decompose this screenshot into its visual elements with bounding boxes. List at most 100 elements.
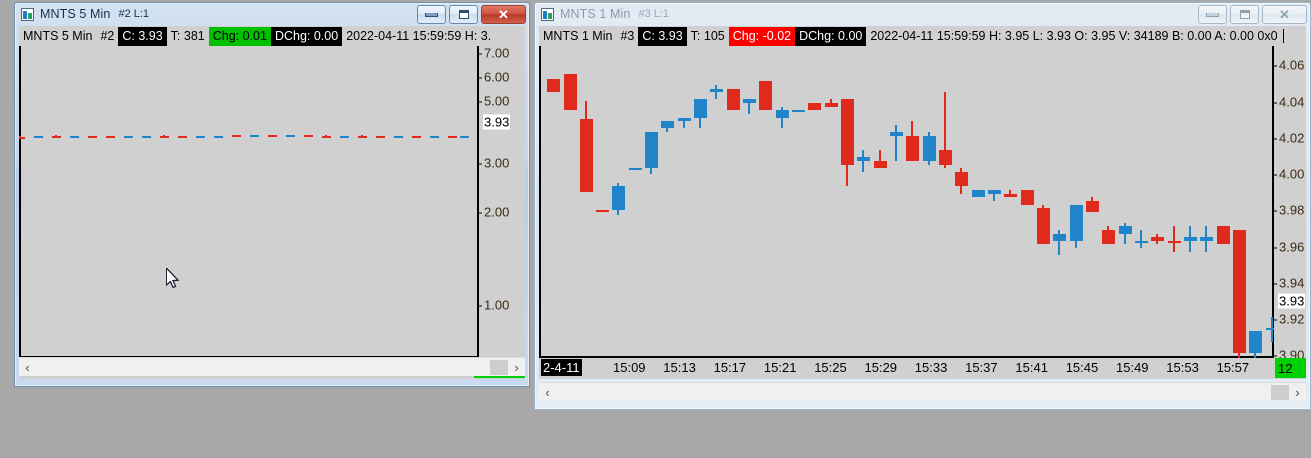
candle-wick bbox=[19, 136, 21, 138]
tick-mark bbox=[1274, 65, 1277, 67]
candle-body bbox=[693, 99, 707, 118]
scroll-track[interactable] bbox=[36, 359, 508, 376]
candle-wick bbox=[1140, 229, 1142, 248]
candlestick-series bbox=[19, 46, 477, 356]
window-title: MNTS 1 Min bbox=[560, 7, 631, 21]
tick-mark bbox=[479, 77, 482, 79]
chart-app-icon bbox=[21, 7, 34, 21]
price-tick-4: 3.98 bbox=[1274, 203, 1304, 218]
price-tick-2: 4.02 bbox=[1274, 131, 1304, 146]
candlestick bbox=[677, 117, 691, 129]
tick-mark bbox=[1274, 319, 1277, 321]
price-tick-label: 6.00 bbox=[484, 69, 510, 85]
minimize-button[interactable] bbox=[417, 5, 446, 24]
horizontal-scrollbar[interactable]: ‹ › bbox=[539, 382, 1306, 401]
candle-body bbox=[1020, 190, 1034, 205]
info-segment-3: T: 105 bbox=[690, 28, 725, 43]
info-segment-1: #2 bbox=[100, 28, 115, 43]
candlestick bbox=[1101, 226, 1115, 245]
candlestick bbox=[213, 135, 223, 138]
close-button[interactable]: ✕ bbox=[481, 5, 526, 24]
plot-area[interactable] bbox=[539, 46, 1295, 368]
candlestick bbox=[1118, 222, 1132, 245]
candlestick bbox=[987, 190, 1001, 201]
price-tick-3: 4.00 bbox=[1274, 167, 1304, 182]
candle-body bbox=[1167, 240, 1181, 243]
candlestick bbox=[339, 135, 349, 138]
tick-mark bbox=[479, 305, 482, 307]
plot-area[interactable] bbox=[19, 46, 479, 358]
info-segment-3: T: 381 bbox=[170, 28, 205, 43]
scroll-right-arrow[interactable]: › bbox=[1295, 384, 1300, 400]
info-segment-2: C: 3.93 bbox=[118, 26, 167, 46]
maximize-button[interactable] bbox=[449, 5, 478, 24]
chart-window-1min[interactable]: MNTS 1 Min #3 L:1 ✕ MNTS 1 Min #3 C: 3.93 T… bbox=[534, 2, 1311, 410]
minimize-button[interactable] bbox=[1198, 5, 1227, 24]
price-tick-7: 3.93 bbox=[1278, 293, 1306, 309]
candle-wick bbox=[1173, 226, 1175, 252]
candlestick bbox=[321, 135, 331, 138]
price-tick-3: 3.93 bbox=[483, 114, 511, 130]
candle-body bbox=[177, 136, 187, 139]
maximize-button[interactable] bbox=[1230, 5, 1259, 24]
candle-body bbox=[1101, 229, 1115, 245]
scroll-track[interactable] bbox=[556, 384, 1289, 401]
scroll-left-arrow[interactable]: ‹ bbox=[545, 384, 550, 400]
candle-body bbox=[69, 136, 79, 139]
candle-wick bbox=[748, 99, 750, 114]
candlestick bbox=[231, 135, 241, 138]
candlestick bbox=[447, 135, 457, 139]
price-tick-6: 1.00 bbox=[479, 298, 509, 313]
price-axis-5min[interactable]: 7.00 6.00 5.00 3.93 3.00 2.00 1.00 bbox=[479, 46, 525, 358]
time-axis-1min[interactable]: 2-4-11 15:09 15:13 15:17 15:21 15:25 15:29 15:3… bbox=[539, 358, 1306, 379]
scroll-left-arrow[interactable]: ‹ bbox=[25, 359, 30, 375]
price-tick-5: 3.96 bbox=[1274, 240, 1304, 255]
candle-body bbox=[123, 136, 133, 139]
candlestick bbox=[644, 132, 658, 174]
info-segment-5: DChg: 0.00 bbox=[795, 26, 867, 46]
candlestick bbox=[459, 136, 469, 139]
candle-wick bbox=[715, 84, 717, 100]
price-tick-label: 4.06 bbox=[1279, 57, 1305, 73]
candle-body bbox=[1085, 200, 1099, 212]
window-subtitle: #3 L:1 bbox=[638, 8, 670, 20]
titlebar[interactable]: MNTS 5 Min #2 L:1 ✕ bbox=[14, 2, 530, 26]
scale-mode-badge[interactable]: 12 bbox=[1275, 358, 1306, 378]
time-tick-8: 15:41 bbox=[1015, 360, 1048, 375]
candlestick bbox=[123, 136, 133, 139]
candle-body bbox=[824, 103, 838, 107]
chart-window-5min[interactable]: MNTS 5 Min #2 L:1 ✕ MNTS 5 Min #2 C: 3.93 T… bbox=[14, 2, 530, 387]
info-segment-2: C: 3.93 bbox=[638, 26, 687, 46]
candle-body bbox=[231, 135, 241, 138]
price-tick-1: 4.04 bbox=[1274, 95, 1304, 110]
close-icon: ✕ bbox=[1279, 7, 1290, 22]
price-axis-1min[interactable]: 4.06 4.04 4.02 4.00 3.98 3.96 3.94 3.93 3.92 3.90 bbox=[1274, 46, 1306, 363]
info-segment-6: 2022-04-11 15:59:59 H: 3. bbox=[346, 28, 492, 43]
scroll-thumb[interactable] bbox=[1271, 384, 1289, 400]
price-plot-1min[interactable] bbox=[539, 46, 1295, 368]
titlebar[interactable]: MNTS 1 Min #3 L:1 ✕ bbox=[534, 2, 1311, 26]
time-tick-6: 15:33 bbox=[914, 360, 948, 375]
price-plot-5min[interactable] bbox=[19, 46, 479, 358]
minimize-icon bbox=[1206, 12, 1219, 17]
candle-body bbox=[873, 161, 887, 169]
info-segment-1: #3 bbox=[620, 28, 635, 43]
candlestick bbox=[889, 124, 903, 161]
tick-mark bbox=[1274, 247, 1277, 249]
candlestick bbox=[856, 150, 870, 172]
candle-body bbox=[285, 135, 295, 138]
close-button[interactable]: ✕ bbox=[1262, 5, 1307, 24]
candlestick bbox=[1150, 233, 1164, 245]
candle-body bbox=[33, 136, 43, 139]
candle-body bbox=[1150, 237, 1164, 241]
candle-body bbox=[628, 168, 642, 171]
minimize-icon bbox=[425, 12, 438, 17]
horizontal-scrollbar[interactable]: ‹ › bbox=[19, 357, 525, 376]
chart-info-bar: MNTS 1 Min #3 C: 3.93 T: 105 Chg: -0.02 DChg:… bbox=[539, 26, 1306, 47]
candlestick bbox=[971, 190, 985, 198]
candle-body bbox=[905, 135, 919, 161]
scroll-thumb[interactable] bbox=[490, 359, 508, 375]
tick-mark bbox=[479, 101, 482, 103]
candlestick bbox=[628, 168, 642, 171]
scroll-right-arrow[interactable]: › bbox=[514, 359, 519, 375]
